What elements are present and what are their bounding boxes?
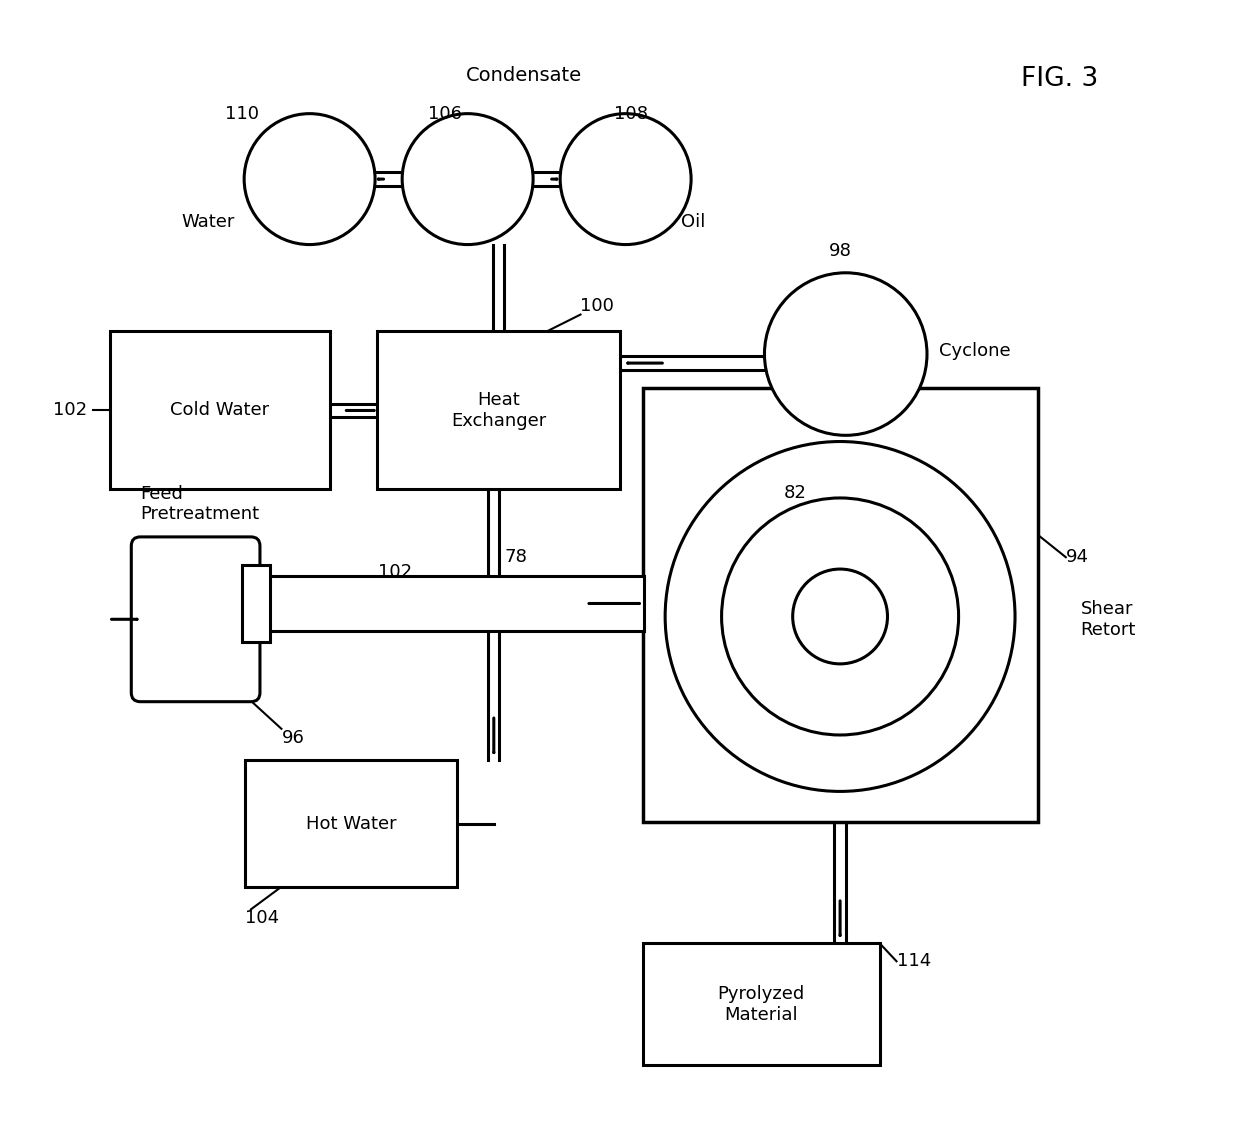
Text: Pyrolyzed
Material: Pyrolyzed Material xyxy=(718,985,805,1023)
Text: 108: 108 xyxy=(614,105,649,123)
Circle shape xyxy=(765,273,928,435)
Circle shape xyxy=(244,114,374,244)
Bar xyxy=(642,388,1038,822)
Bar xyxy=(265,576,644,631)
Circle shape xyxy=(560,114,691,244)
Text: Water: Water xyxy=(181,213,234,231)
Text: 102: 102 xyxy=(378,563,413,581)
Text: 114: 114 xyxy=(897,953,931,970)
Text: 98: 98 xyxy=(828,242,852,260)
Text: 78: 78 xyxy=(505,548,528,566)
Text: Feed
Pretreatment: Feed Pretreatment xyxy=(140,484,259,523)
Text: 104: 104 xyxy=(246,910,279,928)
Text: Cold Water: Cold Water xyxy=(170,401,269,420)
Text: 106: 106 xyxy=(428,105,463,123)
Text: 94: 94 xyxy=(1066,548,1089,566)
Text: Hot Water: Hot Water xyxy=(306,814,397,832)
Text: 110: 110 xyxy=(224,105,259,123)
Bar xyxy=(242,565,270,642)
Text: 82: 82 xyxy=(784,484,806,501)
Bar xyxy=(110,332,330,490)
Text: Oil: Oil xyxy=(681,213,706,231)
Bar xyxy=(642,944,879,1065)
Text: 102: 102 xyxy=(53,401,87,420)
Text: Heat
Exchanger: Heat Exchanger xyxy=(451,391,547,430)
Bar xyxy=(377,332,620,490)
Text: FIG. 3: FIG. 3 xyxy=(1021,66,1097,92)
Circle shape xyxy=(402,114,533,244)
Text: Cyclone: Cyclone xyxy=(940,341,1011,359)
Bar xyxy=(246,761,458,887)
Text: Shear
Retort: Shear Retort xyxy=(1080,600,1136,639)
FancyBboxPatch shape xyxy=(131,537,260,702)
Text: 100: 100 xyxy=(580,297,614,315)
Text: 96: 96 xyxy=(281,729,304,747)
Text: Condensate: Condensate xyxy=(466,66,582,85)
